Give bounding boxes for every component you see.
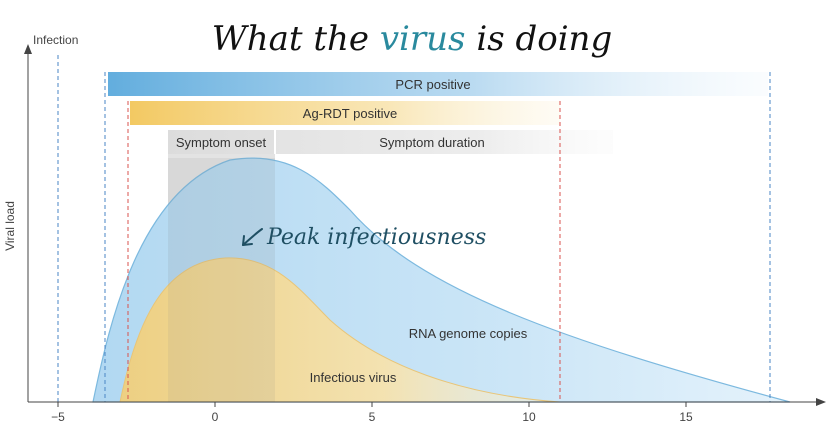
x-axis-ticks: −5 0 5 10 15 [51,402,693,424]
x-tick-label: −5 [51,410,65,424]
y-axis-label: Viral load [3,201,17,251]
y-axis-arrow-icon [24,44,32,54]
symptom-onset-label: Symptom onset [176,135,267,150]
title-highlight: virus [380,19,466,59]
infectious-virus-label: Infectious virus [310,370,397,385]
x-axis-arrow-icon [816,398,826,406]
ag-rdt-positive-label: Ag-RDT positive [303,106,397,121]
x-tick-label: 5 [369,410,376,424]
symptom-duration-label: Symptom duration [379,135,485,150]
title-prefix: What the [212,19,380,59]
infectious-virus-curve [119,257,561,403]
pcr-positive-label: PCR positive [395,77,470,92]
pcr-positive-bar [108,72,768,96]
ag-rdt-positive-bar [130,101,560,125]
x-tick-label: 15 [679,410,693,424]
infection-label: Infection [33,33,78,47]
rna-genome-label: RNA genome copies [409,326,528,341]
peak-infectiousness-label: Peak infectiousness [266,225,486,250]
title-suffix: is doing [466,19,613,59]
x-tick-label: 0 [212,410,219,424]
peak-arrow-icon [242,228,263,246]
symptom-period-overlay [168,158,275,402]
diagram-title: What the virus is doing [212,19,612,59]
symptom-bar [168,130,613,154]
x-tick-label: 10 [522,410,536,424]
